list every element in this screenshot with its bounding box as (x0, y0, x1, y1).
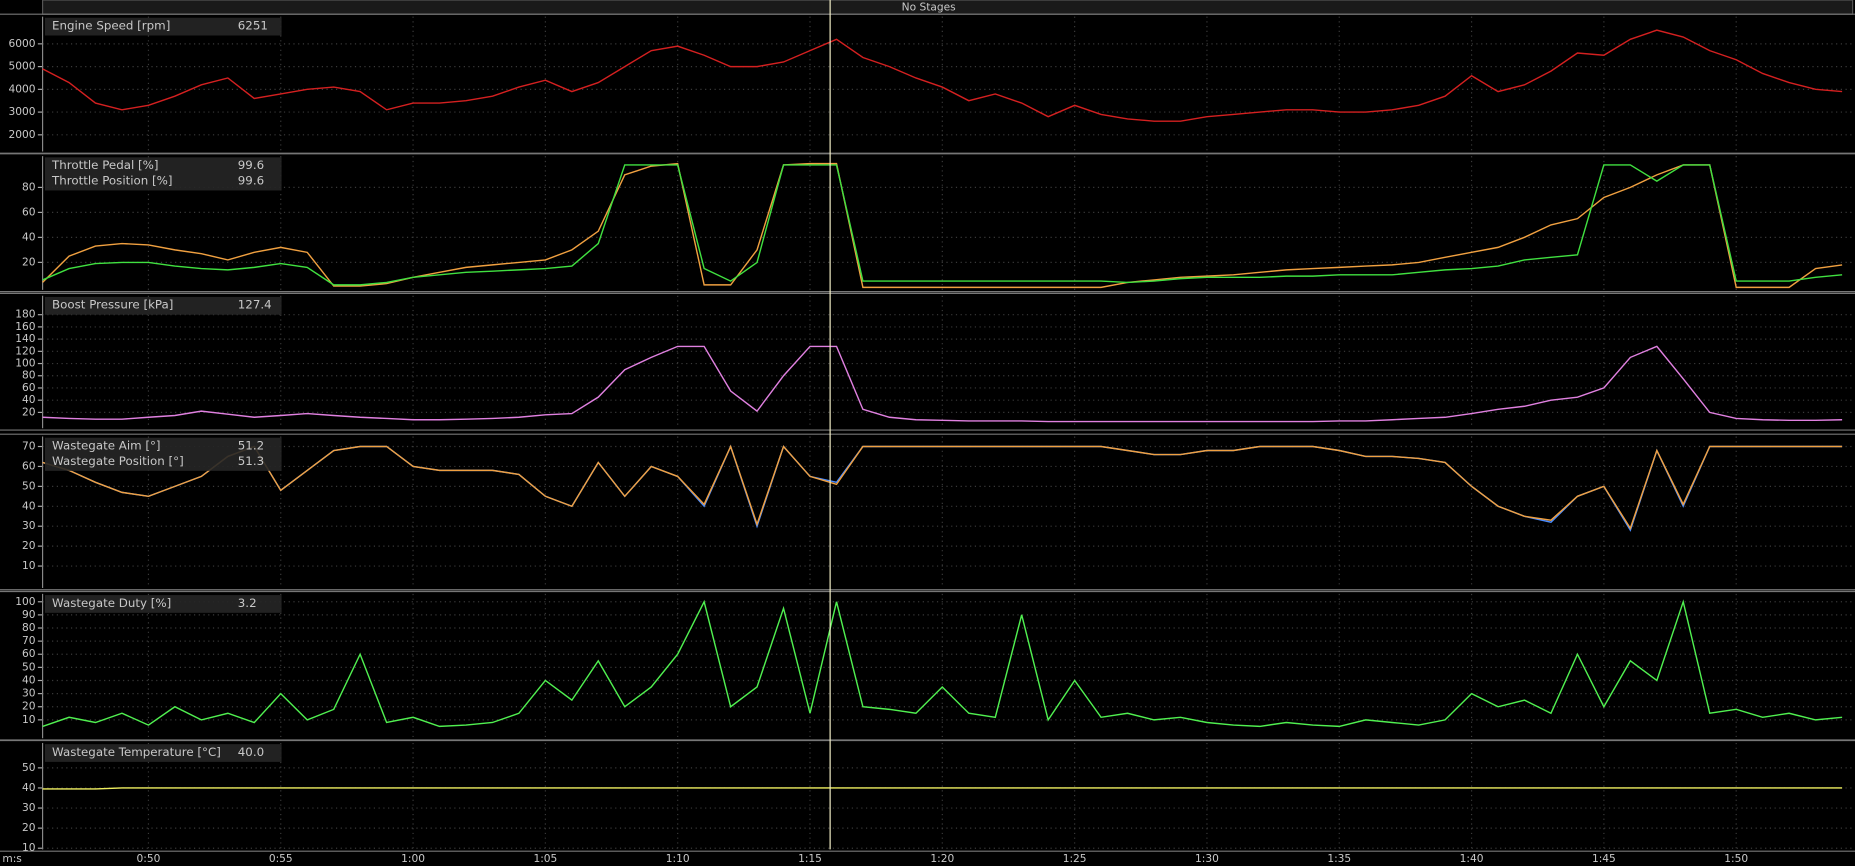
y-tick-label: 20 (22, 700, 36, 713)
x-tick-label: 1:45 (1592, 852, 1616, 865)
series-line (42, 345, 1843, 423)
legend-box (44, 437, 282, 471)
legend-name: Throttle Position [%] (51, 174, 172, 188)
legend-value: 51.2 (238, 439, 264, 453)
legend-value: 127.4 (238, 298, 272, 312)
y-tick-label: 10 (22, 559, 36, 572)
series-line (42, 164, 1843, 286)
y-tick-label: 50 (22, 660, 36, 673)
y-tick-label: 40 (22, 393, 36, 406)
x-tick-label: 1:35 (1327, 852, 1351, 865)
legend-box (44, 296, 282, 315)
header-title: No Stages (902, 1, 957, 14)
x-tick-label: 1:30 (1195, 852, 1219, 865)
legend-box (44, 17, 282, 36)
x-tick-label: 1:00 (401, 852, 425, 865)
x-tick-label: 0:55 (269, 852, 293, 865)
y-tick-label: 80 (22, 369, 36, 382)
y-tick-label: 50 (22, 761, 36, 774)
series-line (42, 599, 1843, 728)
y-tick-label: 5000 (8, 60, 35, 73)
y-tick-label: 2000 (8, 128, 35, 141)
y-tick-label: 100 (15, 595, 36, 608)
y-tick-label: 10 (22, 713, 36, 726)
y-tick-label: 50 (22, 479, 36, 492)
y-tick-label: 80 (22, 621, 36, 634)
x-tick-label: 1:10 (666, 852, 690, 865)
y-tick-label: 100 (15, 357, 36, 370)
x-tick-label: 1:40 (1460, 852, 1484, 865)
legend-box (44, 595, 282, 613)
y-tick-label: 40 (22, 673, 36, 686)
y-tick-label: 60 (22, 381, 36, 394)
y-tick-label: 6000 (8, 37, 35, 50)
y-tick-label: 60 (22, 459, 36, 472)
x-tick-label: 0:50 (137, 852, 161, 865)
y-tick-label: 30 (22, 801, 36, 814)
legend-value: 40.0 (238, 745, 264, 759)
y-tick-label: 30 (22, 519, 36, 532)
legend-name: Wastegate Position [°] (52, 454, 184, 468)
y-tick-label: 40 (22, 781, 36, 794)
y-tick-label: 160 (15, 320, 36, 333)
y-tick-label: 3000 (8, 105, 35, 118)
legend-value: 99.6 (238, 174, 264, 188)
x-axis-label: m:s (2, 852, 22, 865)
series-line (42, 787, 1843, 790)
legend-name: Engine Speed [rpm] (52, 19, 170, 33)
x-tick-label: 1:05 (533, 852, 557, 865)
x-tick-label: 1:50 (1724, 852, 1748, 865)
legend-value: 99.6 (238, 158, 264, 172)
legend-name: Wastegate Duty [%] (52, 596, 171, 610)
y-tick-label: 4000 (8, 82, 35, 95)
y-tick-label: 70 (22, 634, 36, 647)
y-tick-label: 90 (22, 608, 36, 621)
y-tick-label: 70 (22, 440, 36, 453)
y-tick-label: 60 (22, 647, 36, 660)
y-tick-label: 20 (22, 405, 36, 418)
x-tick-label: 1:25 (1063, 852, 1087, 865)
y-tick-label: 60 (22, 205, 36, 218)
y-tick-label: 80 (22, 180, 36, 193)
y-tick-label: 20 (22, 539, 36, 552)
y-tick-label: 20 (22, 821, 36, 834)
legend-name: Wastegate Temperature [°C] (52, 745, 221, 759)
y-tick-label: 40 (22, 230, 36, 243)
legend-value: 3.2 (238, 596, 257, 610)
y-tick-label: 180 (15, 308, 36, 321)
y-tick-label: 140 (15, 332, 36, 345)
legend-value: 6251 (238, 19, 268, 33)
legend-name: Boost Pressure [kPa] (52, 298, 173, 312)
legend-value: 51.3 (238, 454, 264, 468)
y-tick-label: 120 (15, 344, 36, 357)
legend-name: Wastegate Aim [°] (52, 439, 161, 453)
y-tick-label: 40 (22, 499, 36, 512)
x-tick-label: 1:15 (798, 852, 822, 865)
y-tick-label: 20 (22, 255, 36, 268)
y-tick-label: 30 (22, 687, 36, 700)
series-line (42, 162, 1843, 289)
legend-box (44, 157, 282, 191)
x-tick-label: 1:20 (930, 852, 954, 865)
legend-box (44, 744, 282, 762)
series-line (42, 29, 1843, 122)
series-line (42, 444, 1843, 530)
y-tick-label: 10 (22, 841, 36, 854)
legend-name: Throttle Pedal [%] (51, 158, 158, 172)
